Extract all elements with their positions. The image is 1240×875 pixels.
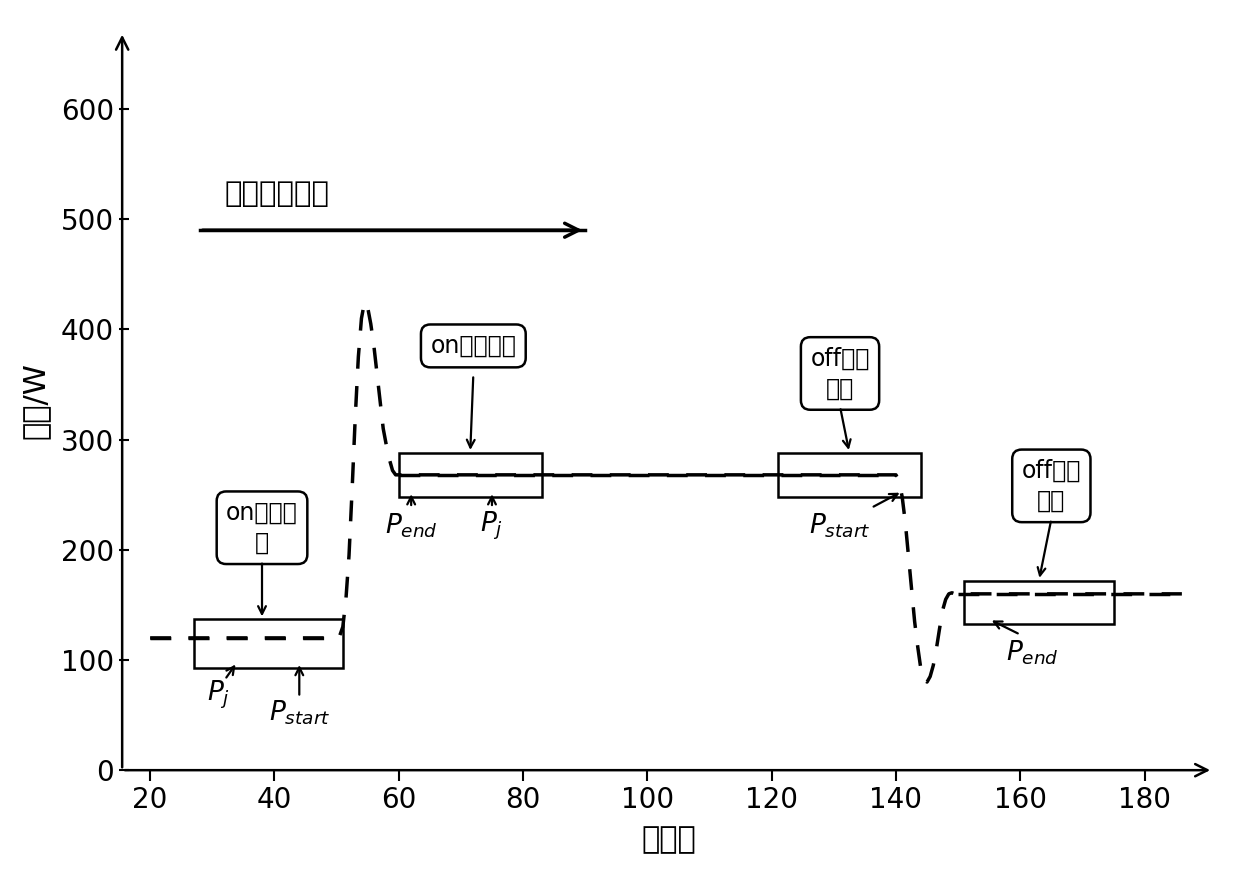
Text: on事件结束: on事件结束	[430, 334, 516, 358]
Bar	[193, 620, 342, 668]
Text: $P_{end}$: $P_{end}$	[384, 511, 438, 540]
Text: $P_{start}$: $P_{start}$	[269, 698, 330, 727]
Bar	[777, 452, 921, 497]
Text: off事件
结束: off事件 结束	[1022, 459, 1081, 513]
Bar	[965, 581, 1114, 624]
Text: $P_j$: $P_j$	[207, 679, 229, 711]
Text: on事件开
始: on事件开 始	[226, 500, 298, 555]
Text: $P_{start}$: $P_{start}$	[810, 511, 870, 540]
Text: 窗口移动方向: 窗口移动方向	[224, 180, 330, 208]
Bar	[399, 452, 542, 497]
Text: off事件
开始: off事件 开始	[811, 346, 869, 401]
Text: $P_{end}$: $P_{end}$	[1007, 638, 1059, 667]
Text: $P_j$: $P_j$	[480, 509, 503, 542]
X-axis label: 采样点: 采样点	[642, 825, 697, 854]
Y-axis label: 功率/W: 功率/W	[21, 362, 50, 439]
